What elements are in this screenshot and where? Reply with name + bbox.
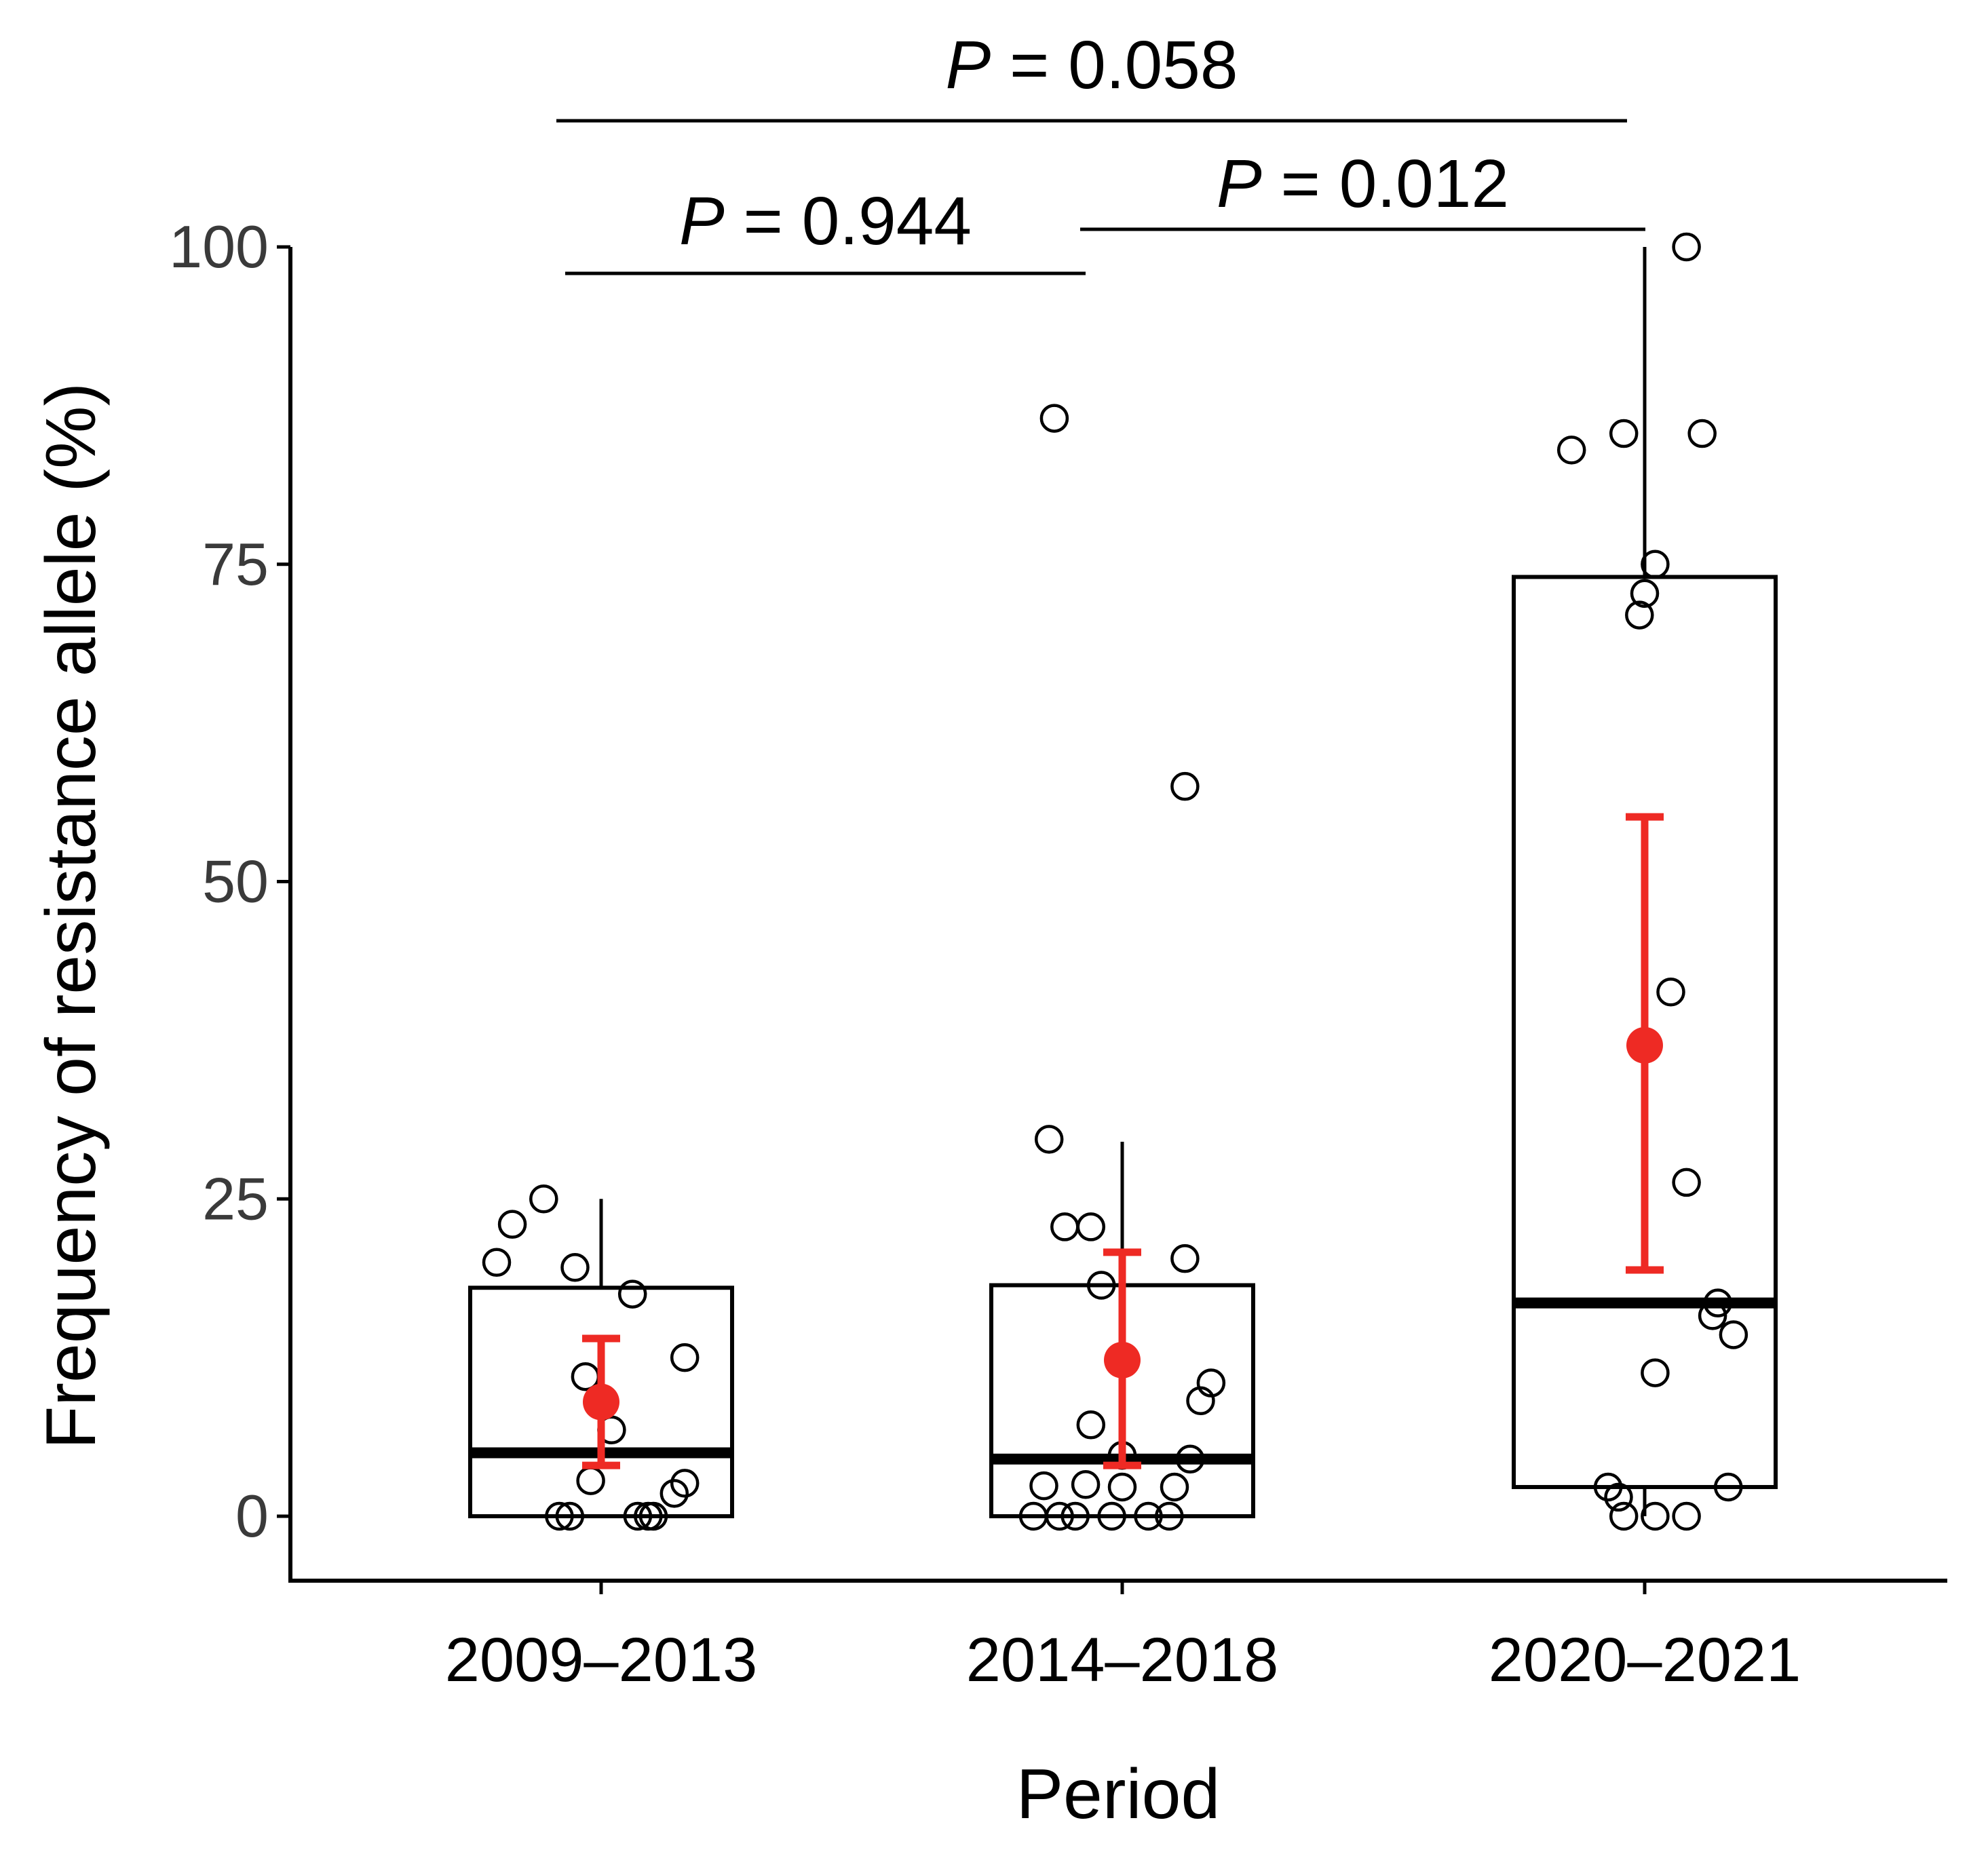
data-point [617,1279,647,1309]
y-tick-label: 100 [169,213,269,280]
data-point [1672,232,1701,262]
data-point [1160,1472,1189,1502]
data-point [555,1501,585,1531]
data-point [1097,1501,1126,1531]
x-tick-label: 2009–2013 [445,1625,758,1695]
data-point [623,1501,653,1531]
data-point [529,1184,558,1214]
y-axis-title: Frequency of resistance allele (%) [32,383,111,1449]
mean-point [1626,1026,1663,1064]
data-point [560,1253,590,1282]
data-point [1609,1501,1639,1531]
data-point [660,1479,689,1508]
box-iqr [468,1286,734,1518]
data-point [1625,600,1654,630]
data-point [1641,1358,1670,1387]
data-point [1086,1271,1116,1300]
data-point [1593,1472,1623,1502]
data-point [1170,771,1200,801]
data-point [1050,1212,1079,1241]
data-point [1687,419,1717,448]
data-point [1076,1212,1106,1241]
data-point [1034,1125,1064,1154]
data-point [638,1501,668,1531]
x-tick-label: 2020–2021 [1489,1625,1801,1695]
data-point [1107,1472,1137,1502]
p-value-label: P = 0.058 [946,27,1238,103]
data-point [1134,1501,1163,1531]
x-axis-title: Period [1016,1755,1221,1834]
axes-layer: 0 25 50 75 100 2009–2013 2014–2018 2020–2021 [169,213,1947,1695]
means-layer [582,813,1664,1469]
x-tick-label: 2014–2018 [966,1625,1279,1695]
data-point [1698,1301,1727,1330]
data-point [1713,1472,1743,1502]
data-point [1071,1469,1101,1499]
data-point [1556,436,1586,465]
data-point [576,1466,605,1495]
data-point [1641,550,1670,579]
data-point [1672,1501,1701,1531]
data-point [1609,419,1639,448]
data-point [1604,1482,1633,1512]
data-point [1029,1471,1058,1501]
y-tick-label: 75 [202,531,269,598]
data-point [1703,1288,1733,1317]
data-point [1630,579,1660,609]
data-point [545,1501,574,1531]
data-point [1170,1244,1200,1273]
box-iqr [1512,575,1778,1489]
data-point [1155,1501,1184,1531]
data-point [1076,1410,1106,1440]
data-point [1672,1168,1701,1197]
data-point [1039,404,1069,433]
data-point [1656,978,1685,1007]
data-point [1175,1444,1205,1474]
mean-point [1104,1341,1141,1379]
data-point [670,1343,700,1372]
data-point [670,1469,700,1498]
data-point [1641,1501,1670,1531]
data-point [1186,1386,1215,1415]
data-point [482,1248,512,1277]
data-point [1045,1501,1074,1531]
mean-point [583,1383,619,1421]
data-point [1719,1320,1748,1349]
p-value-label: P = 0.012 [1217,146,1509,222]
y-tick-label: 25 [202,1165,269,1232]
y-tick-label: 50 [202,848,269,915]
data-point [497,1210,527,1239]
data-point [1060,1501,1090,1531]
y-tick-label: 0 [235,1482,269,1549]
comparisons-layer: P = 0.058 P = 0.944 P = 0.012 [556,27,1645,275]
points-layer [482,232,1748,1531]
p-value-label: P = 0.944 [679,183,972,259]
